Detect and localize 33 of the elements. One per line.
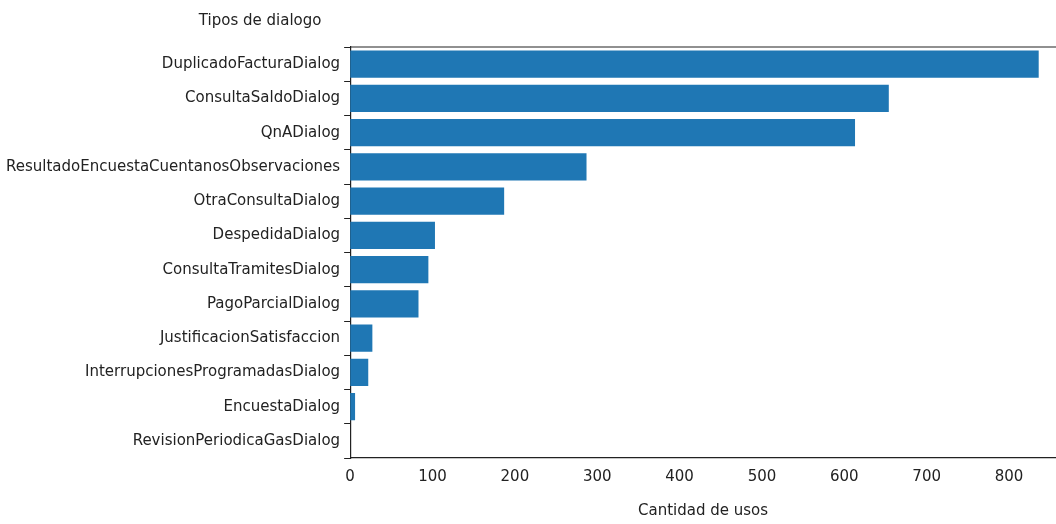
y-tick-label: OtraConsultaDialog xyxy=(193,191,341,210)
y-tick-label: ConsultaTramitesDialog xyxy=(162,259,341,278)
x-tick-label: 300 xyxy=(582,466,612,485)
x-tick-label: 100 xyxy=(418,466,447,485)
x-tick-label: 600 xyxy=(830,466,859,485)
y-tick-label: QnADialog xyxy=(260,122,341,141)
bar xyxy=(350,290,419,318)
bar xyxy=(350,50,1039,78)
bar xyxy=(350,358,369,387)
x-tick-label: 400 xyxy=(665,466,694,485)
x-tick-label: 200 xyxy=(500,466,530,485)
x-tick-label: 500 xyxy=(747,466,777,485)
x-tick-label: 0 xyxy=(345,466,355,485)
bar xyxy=(350,255,429,284)
y-tick-label: ConsultaSaldoDialog xyxy=(185,88,341,107)
x-axis-title: Cantidad de usos xyxy=(638,500,769,519)
y-tick-label: JustificacionSatisfaccion xyxy=(158,328,341,347)
bar xyxy=(350,221,435,250)
bar xyxy=(350,153,587,181)
y-tick-label: EncuestaDialog xyxy=(223,396,341,415)
y-axis-title: Tipos de dialogo xyxy=(197,10,322,29)
y-tick-label: RevisionPeriodicaGasDialog xyxy=(132,430,341,449)
x-tick-label: 800 xyxy=(994,466,1024,485)
bar xyxy=(350,324,373,352)
x-tick-label: 700 xyxy=(912,466,942,485)
y-tick-label: PagoParcialDialog xyxy=(206,293,341,312)
y-tick-label: ResultadoEncuestaCuentanosObservaciones xyxy=(5,156,341,175)
y-tick-label: InterrupcionesProgramadasDialog xyxy=(85,362,341,381)
y-tick-label: DuplicadoFacturaDialog xyxy=(161,54,341,73)
bar xyxy=(350,84,889,113)
bar xyxy=(350,118,856,147)
y-tick-label: DespedidaDialog xyxy=(212,225,341,244)
bar xyxy=(350,187,505,215)
